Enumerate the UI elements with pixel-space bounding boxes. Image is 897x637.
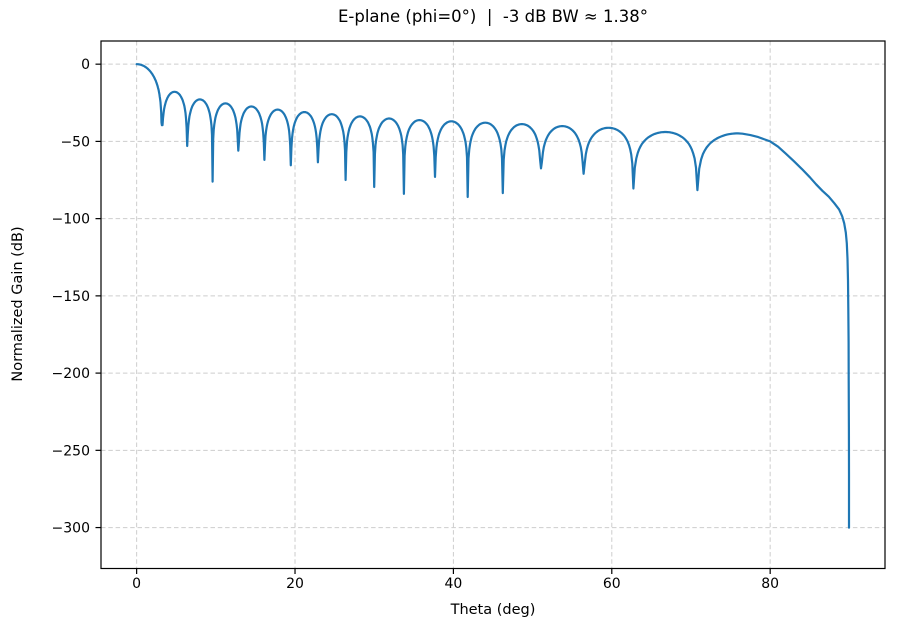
y-tick-label: −300 [52, 521, 90, 537]
tick-labels: 0 20 40 60 80 0 −50 −100 −150 −200 −250 −300 [52, 57, 780, 592]
x-tick-label: 40 [444, 576, 462, 592]
y-tick-label: −50 [60, 134, 90, 150]
gridlines [101, 41, 885, 569]
y-tick-label: −250 [52, 443, 90, 459]
x-tick-label: 0 [132, 576, 141, 592]
x-tick-label: 80 [761, 576, 779, 592]
gain-curve-line [135, 63, 851, 529]
y-tick-label: 0 [81, 57, 90, 73]
x-tick-label: 20 [286, 576, 304, 592]
x-tick-label: 60 [603, 576, 621, 592]
y-tick-label: −100 [52, 212, 90, 228]
y-tick-label: −200 [52, 366, 90, 382]
y-axis-label: Normalized Gain (dB) [10, 226, 26, 382]
axis-ticks [95, 63, 771, 574]
x-axis-label: Theta (deg) [450, 602, 536, 618]
chart-title: E-plane (phi=0°) | -3 dB BW ≈ 1.38° [338, 7, 648, 26]
plot-border [100, 40, 886, 570]
y-tick-label: −150 [52, 289, 90, 305]
